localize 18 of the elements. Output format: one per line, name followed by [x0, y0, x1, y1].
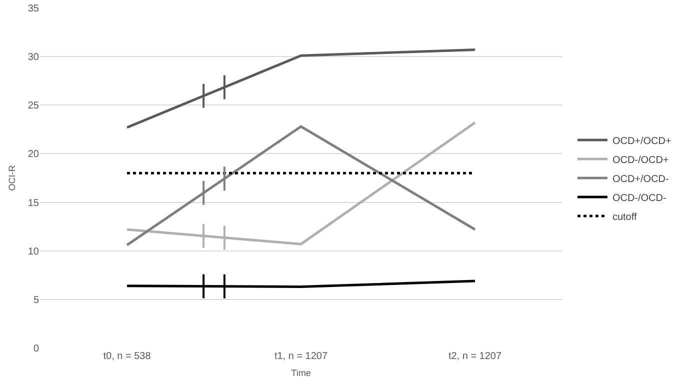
legend-label: cutoff [612, 212, 637, 223]
y-tick-label: 35 [28, 4, 40, 14]
x-tick-label: t1, n = 1207 [274, 351, 328, 362]
y-tick-label: 0 [33, 344, 40, 354]
y-tick-label: 10 [28, 246, 40, 258]
x-tick-label: t0, n = 538 [103, 351, 152, 362]
y-tick-label: 20 [28, 149, 40, 160]
y-tick-label: 15 [28, 198, 40, 209]
legend-label: OCD-/OCD+ [612, 154, 669, 166]
y-tick-label: 30 [28, 52, 40, 64]
y-tick-label: 25 [28, 100, 40, 112]
legend-label: OCD-/OCD- [612, 192, 666, 204]
y-axis-title: OCI-R [7, 164, 18, 191]
y-tick-label: 5 [33, 294, 40, 306]
legend-label: OCD+/OCD- [612, 174, 669, 185]
x-axis-title: Time [291, 368, 311, 378]
x-tick-label: t2, n = 1207 [448, 351, 502, 362]
legend-label: OCD+/OCD+ [612, 136, 672, 147]
